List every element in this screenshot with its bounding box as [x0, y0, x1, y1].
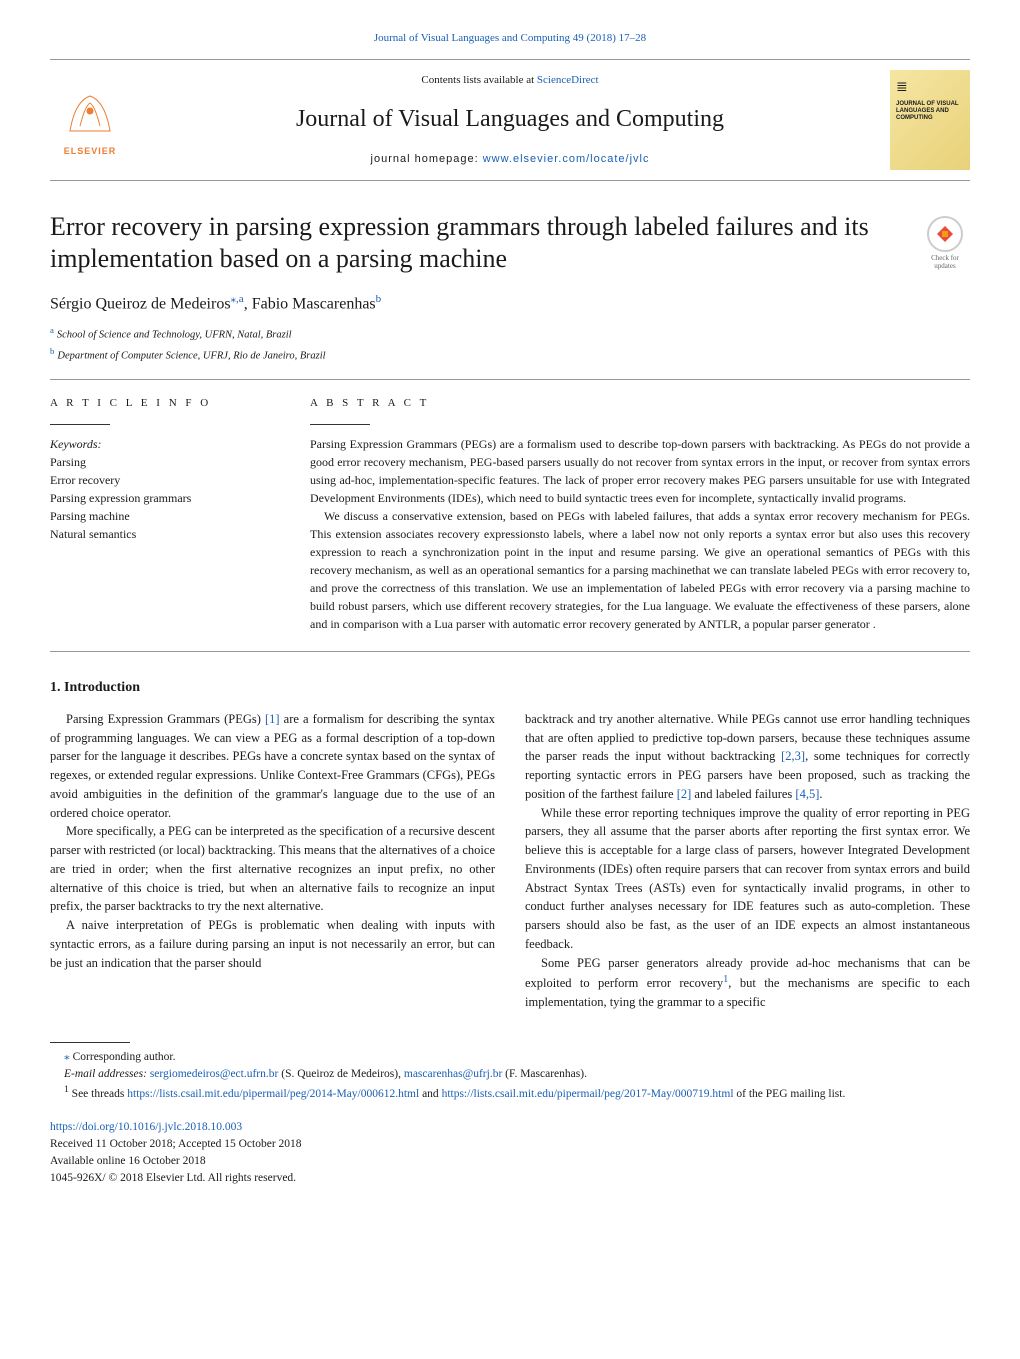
affil-a-mark: a	[50, 325, 54, 335]
star-icon: ⁎	[64, 1051, 70, 1063]
fn1-a: See threads	[72, 1088, 128, 1100]
paper-title: Error recovery in parsing expression gra…	[50, 211, 970, 276]
journal-header: ELSEVIER Contents lists available at Sci…	[50, 59, 970, 181]
right-column: backtrack and try another alternative. W…	[525, 710, 970, 1012]
fn1-b: and	[419, 1088, 441, 1100]
elsevier-logo-text: ELSEVIER	[64, 145, 117, 159]
contents-prefix: Contents lists available at	[421, 74, 536, 86]
divider	[50, 379, 970, 380]
author-separator: ,	[244, 295, 252, 312]
intro-l-p1-a: Parsing Expression Grammars (PEGs)	[66, 712, 265, 726]
two-column-body: Parsing Expression Grammars (PEGs) [1] a…	[50, 710, 970, 1012]
section-1-heading: 1. Introduction	[50, 677, 970, 698]
jvlc-cover-thumbnail: ≣ JOURNAL OF VISUAL LANGUAGES AND COMPUT…	[890, 70, 970, 170]
keyword-3: Parsing machine	[50, 507, 270, 525]
email-2-name: (F. Mascarenhas).	[502, 1068, 587, 1080]
footnote-separator	[50, 1042, 130, 1043]
corr-text: Corresponding author.	[73, 1051, 176, 1063]
authors: Sérgio Queiroz de Medeiros⁎,a, Fabio Mas…	[50, 291, 970, 316]
abstract-p2: We discuss a conservative extension, bas…	[310, 507, 970, 633]
author-2: Fabio Mascarenhas	[252, 295, 376, 312]
intro-left-p2: More specifically, a PEG can be interpre…	[50, 822, 495, 916]
affil-a-text: School of Science and Technology, UFRN, …	[57, 329, 292, 340]
ref-2-3[interactable]: [2,3]	[781, 749, 805, 763]
intro-right-p2: While these error reporting techniques i…	[525, 804, 970, 954]
check-updates-icon	[927, 216, 963, 252]
footnote-1-mark: 1	[64, 1084, 69, 1095]
check-updates-badge[interactable]: Check for updates	[920, 216, 970, 272]
email-addresses: E-mail addresses: sergiomedeiros@ect.ufr…	[50, 1066, 970, 1083]
footnote-1: 1 See threads https://lists.csail.mit.ed…	[50, 1083, 970, 1103]
intro-right-p1: backtrack and try another alternative. W…	[525, 710, 970, 804]
elsevier-logo: ELSEVIER	[50, 75, 130, 165]
journal-reference-link[interactable]: Journal of Visual Languages and Computin…	[374, 32, 646, 44]
copyright: 1045-926X/ © 2018 Elsevier Ltd. All righ…	[50, 1170, 970, 1187]
contents-line: Contents lists available at ScienceDirec…	[145, 72, 875, 89]
keyword-1: Error recovery	[50, 471, 270, 489]
abstract-label: A B S T R A C T	[310, 395, 970, 412]
article-info-label: A R T I C L E I N F O	[50, 395, 270, 412]
sciencedirect-link[interactable]: ScienceDirect	[537, 74, 599, 86]
keyword-4: Natural semantics	[50, 525, 270, 543]
ref-1[interactable]: [1]	[265, 712, 280, 726]
affil-b-mark: b	[50, 346, 54, 356]
intro-l-p1-b: are a formalism for describing the synta…	[50, 712, 495, 820]
keyword-0: Parsing	[50, 453, 270, 471]
jvlc-cover-text: JOURNAL OF VISUAL LANGUAGES AND COMPUTIN…	[896, 101, 964, 123]
available-online: Available online 16 October 2018	[50, 1153, 970, 1170]
affil-b-text: Department of Computer Science, UFRJ, Ri…	[57, 351, 325, 362]
info-abstract-row: A R T I C L E I N F O Keywords: Parsing …	[50, 395, 970, 633]
keyword-2: Parsing expression grammars	[50, 489, 270, 507]
homepage-label: journal homepage:	[371, 153, 483, 165]
divider-thin	[50, 651, 970, 652]
intro-left-p3: A naive interpretation of PEGs is proble…	[50, 916, 495, 972]
abstract: A B S T R A C T Parsing Expression Gramm…	[310, 395, 970, 633]
doi-block: https://doi.org/10.1016/j.jvlc.2018.10.0…	[50, 1119, 970, 1188]
affiliation-b: bDepartment of Computer Science, UFRJ, R…	[50, 345, 970, 364]
journal-reference: Journal of Visual Languages and Computin…	[50, 30, 970, 47]
fn1-link2[interactable]: https://lists.csail.mit.edu/pipermail/pe…	[442, 1088, 734, 1100]
fn1-c: of the PEG mailing list.	[734, 1088, 846, 1100]
intro-r-p1-c: and labeled failures	[691, 787, 795, 801]
paper-title-text: Error recovery in parsing expression gra…	[50, 212, 869, 274]
corresponding-author-note: ⁎ Corresponding author.	[50, 1049, 970, 1066]
intro-left-p1: Parsing Expression Grammars (PEGs) [1] a…	[50, 710, 495, 823]
journal-name: Journal of Visual Languages and Computin…	[145, 101, 875, 137]
author-2-marks: b	[376, 293, 382, 305]
email-1-name: (S. Queiroz de Medeiros),	[278, 1068, 404, 1080]
author-1: Sérgio Queiroz de Medeiros	[50, 295, 231, 312]
header-center: Contents lists available at ScienceDirec…	[145, 72, 875, 167]
keywords-label: Keywords:	[50, 435, 270, 453]
journal-homepage: journal homepage: www.elsevier.com/locat…	[145, 151, 875, 168]
left-column: Parsing Expression Grammars (PEGs) [1] a…	[50, 710, 495, 1012]
affiliation-a: aSchool of Science and Technology, UFRN,…	[50, 324, 970, 343]
check-updates-label: Check for updates	[931, 254, 959, 271]
article-info: A R T I C L E I N F O Keywords: Parsing …	[50, 395, 270, 633]
ref-2[interactable]: [2]	[677, 787, 692, 801]
doi-link[interactable]: https://doi.org/10.1016/j.jvlc.2018.10.0…	[50, 1121, 242, 1133]
received-dates: Received 11 October 2018; Accepted 15 Oc…	[50, 1136, 970, 1153]
email-label: E-mail addresses:	[64, 1068, 150, 1080]
ref-4-5[interactable]: [4,5]	[795, 787, 819, 801]
footnotes: ⁎ Corresponding author. E-mail addresses…	[50, 1049, 970, 1104]
email-2[interactable]: mascarenhas@ufrj.br	[404, 1068, 502, 1080]
homepage-link[interactable]: www.elsevier.com/locate/jvlc	[483, 153, 650, 165]
fn1-link1[interactable]: https://lists.csail.mit.edu/pipermail/pe…	[127, 1088, 419, 1100]
intro-r-p1-d: .	[819, 787, 822, 801]
abstract-p1: Parsing Expression Grammars (PEGs) are a…	[310, 435, 970, 507]
jvlc-icon: ≣	[896, 76, 964, 97]
intro-right-p3: Some PEG parser generators already provi…	[525, 954, 970, 1012]
email-1[interactable]: sergiomedeiros@ect.ufrn.br	[150, 1068, 279, 1080]
author-1-marks: ⁎,a	[231, 293, 244, 305]
